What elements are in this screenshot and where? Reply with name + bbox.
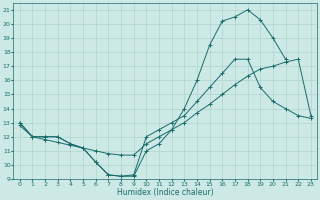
X-axis label: Humidex (Indice chaleur): Humidex (Indice chaleur) bbox=[117, 188, 214, 197]
